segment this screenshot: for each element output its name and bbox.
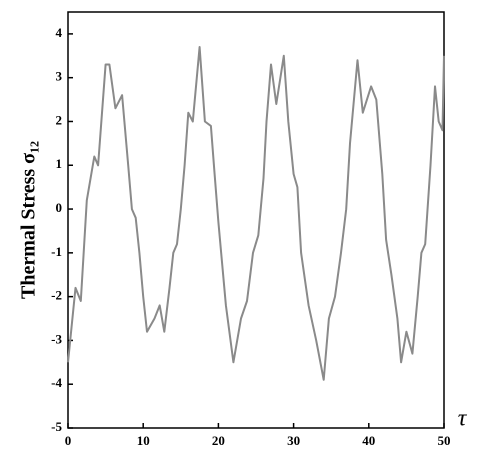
- plot-frame: [67, 11, 445, 429]
- x-tick-label: 50: [438, 433, 451, 448]
- y-tick-label: -4: [51, 375, 62, 390]
- x-tick-label: 20: [212, 433, 225, 448]
- y-tick-label: 4: [56, 25, 63, 40]
- y-tick-label: 0: [56, 200, 63, 215]
- y-axis-label: Thermal Stress σ₁₂: [18, 141, 40, 299]
- x-tick-label: 40: [362, 433, 375, 448]
- y-tick-label: -1: [51, 244, 62, 259]
- y-tick-label: 2: [56, 112, 63, 127]
- y-tick-label: -5: [51, 419, 62, 434]
- y-tick-label: -2: [51, 288, 62, 303]
- y-tick-label: 1: [56, 156, 63, 171]
- x-tick-label: 0: [65, 433, 72, 448]
- x-tick-label: 10: [137, 433, 150, 448]
- x-axis-label: τ: [458, 406, 468, 432]
- data-line: [67, 46, 445, 381]
- y-tick-label: 3: [56, 69, 63, 84]
- y-tick-label: -3: [51, 331, 62, 346]
- x-tick-label: 30: [287, 433, 300, 448]
